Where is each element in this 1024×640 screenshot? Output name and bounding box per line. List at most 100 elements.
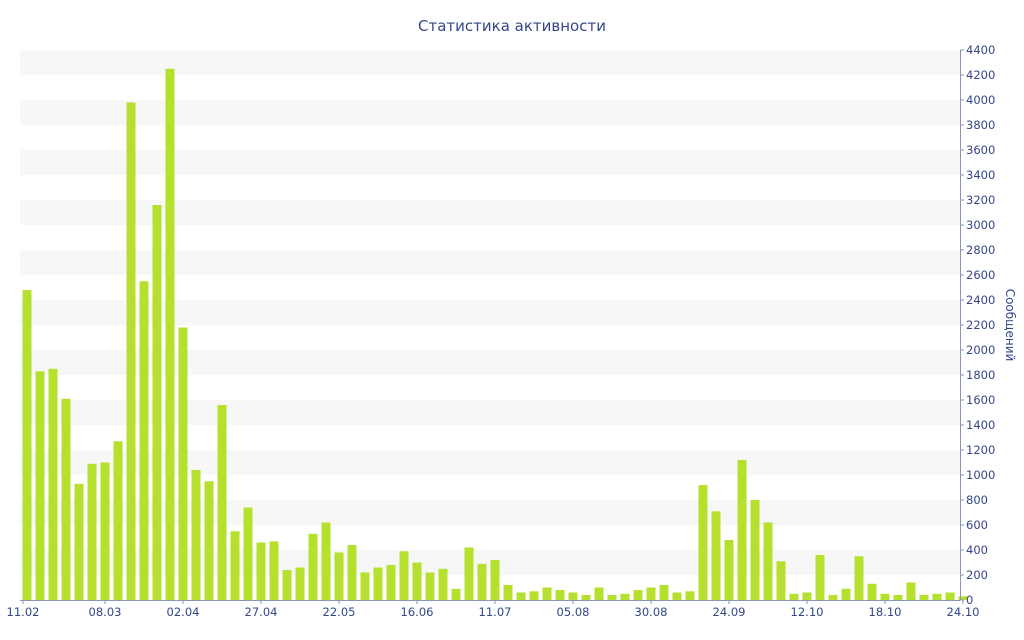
bar <box>165 68 175 601</box>
bar <box>126 102 136 600</box>
bar <box>490 560 500 600</box>
bar <box>750 500 760 600</box>
bar <box>555 590 565 600</box>
bar <box>542 587 552 600</box>
bar <box>724 540 734 600</box>
y-tick-label: 0 <box>966 593 973 607</box>
bar <box>802 592 812 600</box>
bar <box>464 547 474 600</box>
bar <box>412 562 422 600</box>
bar <box>334 552 344 600</box>
y-tick-label: 2200 <box>966 318 995 332</box>
grid-band <box>20 300 960 325</box>
bar <box>932 593 942 601</box>
bar <box>425 572 435 600</box>
grid-band <box>20 450 960 475</box>
bar <box>100 462 110 600</box>
bar <box>113 441 123 601</box>
bar <box>451 588 461 601</box>
bar <box>607 595 617 600</box>
bar <box>256 542 266 600</box>
y-tick-label: 1400 <box>966 418 995 432</box>
bar <box>854 556 864 601</box>
bar <box>230 531 240 601</box>
bar <box>373 567 383 600</box>
x-tick-label: 11.02 <box>7 605 40 619</box>
y-tick-label: 1600 <box>966 393 995 407</box>
bar <box>698 485 708 600</box>
axes <box>20 49 964 604</box>
bars <box>22 68 968 601</box>
bar <box>594 587 604 600</box>
grid-band <box>20 50 960 75</box>
bar <box>581 595 591 600</box>
bar <box>646 587 656 600</box>
bar <box>815 555 825 600</box>
grid-band <box>20 500 960 525</box>
x-tick-label: 22.05 <box>323 605 356 619</box>
bar <box>48 368 58 601</box>
x-tick-label: 02.04 <box>167 605 200 619</box>
x-tick-label: 27.04 <box>245 605 278 619</box>
bar <box>958 596 968 601</box>
y-tick-label: 2000 <box>966 343 995 357</box>
y-tick-label: 1800 <box>966 368 995 382</box>
bar <box>620 593 630 601</box>
bar <box>568 592 578 600</box>
bar <box>906 582 916 600</box>
y-tick-label: 3600 <box>966 143 995 157</box>
bar <box>776 561 786 601</box>
bar <box>35 371 45 601</box>
grid-band <box>20 100 960 125</box>
grid-band <box>20 550 960 575</box>
grid-bands <box>20 50 960 575</box>
y-tick-labels: 0 200 400 600 800 1000 1200 1400 1600 1800 2000 220… <box>966 43 995 607</box>
bar <box>841 588 851 601</box>
x-tick-label: 30.08 <box>635 605 668 619</box>
bar <box>503 585 513 600</box>
x-tick-label: 05.08 <box>557 605 590 619</box>
y-tick-label: 1200 <box>966 443 995 457</box>
bar <box>152 205 162 600</box>
bar <box>672 592 682 600</box>
bar <box>22 290 32 600</box>
bar <box>204 481 214 601</box>
grid-band <box>20 150 960 175</box>
y-tick-label: 3400 <box>966 168 995 182</box>
bar <box>269 541 279 601</box>
y-axis-label: Сообщений <box>1003 289 1017 362</box>
bar <box>321 522 331 600</box>
x-tick-label: 12.10 <box>791 605 824 619</box>
bar <box>87 463 97 601</box>
grid-band <box>20 250 960 275</box>
bar <box>893 595 903 600</box>
x-tick-label: 18.10 <box>869 605 902 619</box>
y-tick-label: 600 <box>966 518 988 532</box>
bar <box>438 568 448 601</box>
bar <box>191 470 201 600</box>
y-tick-label: 4400 <box>966 43 995 57</box>
bar <box>178 327 188 600</box>
x-tick-label: 08.03 <box>89 605 122 619</box>
y-tick-label: 4000 <box>966 93 995 107</box>
chart-title: Статистика активности <box>418 17 606 35</box>
y-tick-label: 3200 <box>966 193 995 207</box>
bar <box>659 585 669 600</box>
x-tick-label: 24.10 <box>947 605 980 619</box>
bar <box>633 590 643 600</box>
bar <box>945 592 955 600</box>
bar <box>282 570 292 600</box>
grid-band <box>20 400 960 425</box>
bar <box>880 593 890 601</box>
grid-band <box>20 200 960 225</box>
bar <box>360 572 370 600</box>
bar <box>308 533 318 601</box>
bar <box>737 460 747 600</box>
bar <box>295 567 305 600</box>
bar <box>685 591 695 601</box>
bar <box>386 565 396 600</box>
bar <box>399 551 409 601</box>
x-tick-label: 16.06 <box>401 605 434 619</box>
